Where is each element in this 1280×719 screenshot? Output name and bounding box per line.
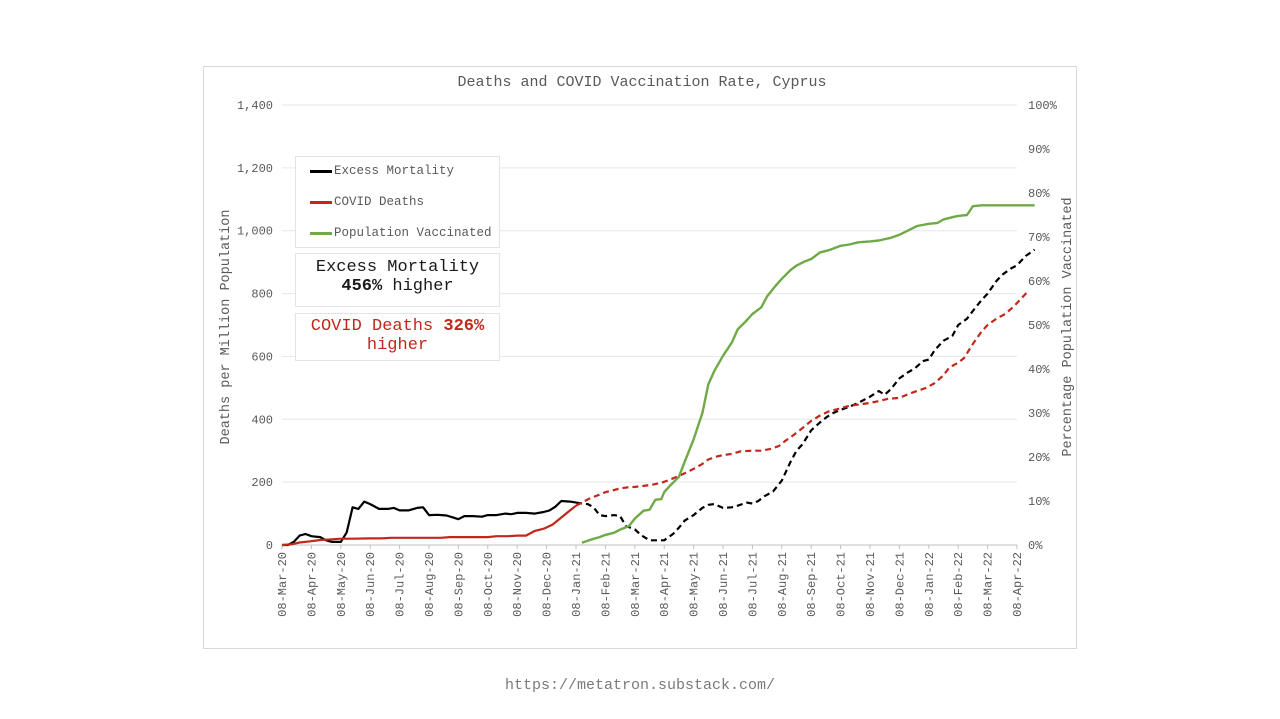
annotation-title: COVID Deaths	[310, 317, 444, 336]
covid-deaths-line-solid	[281, 504, 577, 547]
x-tick-label: 08-Sep-20	[452, 552, 466, 617]
y2-tick-label: 100%	[1028, 99, 1058, 113]
x-tick-label: 08-Dec-20	[541, 552, 555, 617]
y-axis-label: Deaths per Million Population	[219, 210, 234, 445]
y2-tick-label: 10%	[1028, 495, 1050, 509]
y-tick-label: 800	[251, 288, 273, 302]
x-tick-label: 08-Feb-22	[952, 552, 966, 617]
y2-tick-label: 70%	[1028, 231, 1050, 245]
left-axis-ticks: 0 200 400 600 800 1,000 1,200 1,400	[237, 99, 273, 553]
x-tick-label: 08-Jul-21	[746, 552, 760, 617]
x-axis-ticks: 08-Mar-20 08-Apr-20 08-May-20 08-Jun-20 08-J…	[276, 545, 1025, 617]
excess-mortality-annotation: Excess Mortality 456% higher	[295, 253, 500, 307]
x-tick-label: 08-Apr-20	[305, 552, 319, 617]
x-tick-label: 08-May-20	[335, 552, 349, 617]
y-tick-label: 1,400	[237, 99, 273, 113]
annotation-suffix: higher	[382, 277, 454, 296]
x-tick-label: 08-Dec-21	[893, 552, 907, 617]
legend: Excess Mortality COVID Deaths Population…	[295, 156, 500, 248]
legend-swatch	[310, 231, 332, 235]
y2-axis-label: Percentage Population Vaccinated	[1061, 197, 1076, 456]
x-tick-label: 08-Oct-21	[835, 552, 849, 617]
chart-title: Deaths and COVID Vaccination Rate, Cypru…	[457, 74, 826, 91]
y2-tick-label: 50%	[1028, 319, 1050, 333]
x-tick-label: 08-Feb-21	[599, 552, 613, 617]
covid-deaths-annotation: COVID Deaths 326% higher	[295, 313, 500, 361]
x-tick-label: 08-Aug-21	[776, 552, 790, 617]
annotation-percent: 456%	[341, 277, 383, 296]
y2-tick-label: 30%	[1028, 407, 1050, 421]
x-tick-label: 08-May-21	[688, 552, 702, 617]
y2-tick-label: 0%	[1028, 539, 1043, 553]
y2-tick-label: 40%	[1028, 363, 1050, 377]
source-url[interactable]: https://metatron.substack.com/	[504, 677, 776, 694]
x-tick-label: 08-Apr-22	[1011, 552, 1025, 617]
annotation-value-line: COVID Deaths 326%	[296, 317, 499, 336]
excess-mortality-line-dashed	[575, 248, 1036, 542]
x-tick-label: 08-Jan-22	[923, 552, 937, 617]
covid-deaths-line-dashed	[575, 290, 1030, 507]
y-tick-label: 200	[251, 476, 273, 490]
x-tick-label: 08-Jul-20	[394, 552, 408, 617]
x-tick-label: 08-Nov-20	[511, 552, 525, 617]
legend-swatch	[310, 169, 332, 173]
y2-tick-label: 20%	[1028, 451, 1050, 465]
legend-label: Population Vaccinated	[334, 226, 492, 240]
x-tick-label: 08-Jun-20	[364, 552, 378, 617]
right-axis-ticks: 0% 10% 20% 30% 40% 50% 60% 70% 80% 90% 100%	[1028, 99, 1058, 553]
y-tick-label: 600	[251, 350, 273, 364]
x-tick-label: 08-Jun-21	[717, 552, 731, 617]
annotation-percent: 326%	[443, 317, 485, 336]
y-tick-label: 400	[251, 413, 273, 427]
x-tick-label: 08-Aug-20	[423, 552, 437, 617]
population-vaccinated-line	[581, 204, 1035, 544]
x-tick-label: 08-Mar-20	[276, 552, 290, 617]
y-tick-label: 0	[266, 539, 273, 553]
x-tick-label: 08-Apr-21	[658, 552, 672, 617]
y2-tick-label: 80%	[1028, 187, 1050, 201]
annotation-title: Excess Mortality	[315, 258, 480, 277]
x-tick-label: 08-Jan-21	[570, 552, 584, 617]
legend-swatch	[310, 200, 332, 204]
series-lines	[281, 204, 1036, 547]
legend-label: COVID Deaths	[334, 195, 425, 209]
y2-tick-label: 60%	[1028, 275, 1050, 289]
annotation-suffix: higher	[366, 336, 429, 355]
x-tick-label: 08-Mar-22	[982, 552, 996, 617]
x-tick-label: 08-Oct-20	[482, 552, 496, 617]
legend-label: Excess Mortality	[334, 164, 455, 178]
annotation-value-line: 456% higher	[296, 277, 499, 296]
y2-tick-label: 90%	[1028, 143, 1050, 157]
y-tick-label: 1,200	[237, 162, 273, 176]
legend-item-covid-deaths: COVID Deaths	[310, 194, 424, 210]
x-tick-label: 08-Sep-21	[805, 552, 819, 617]
x-tick-label: 08-Nov-21	[864, 552, 878, 617]
x-tick-label: 08-Mar-21	[629, 552, 643, 617]
y-tick-label: 1,000	[237, 225, 273, 239]
legend-item-population-vaccinated: Population Vaccinated	[310, 225, 492, 241]
legend-item-excess-mortality: Excess Mortality	[310, 163, 454, 179]
